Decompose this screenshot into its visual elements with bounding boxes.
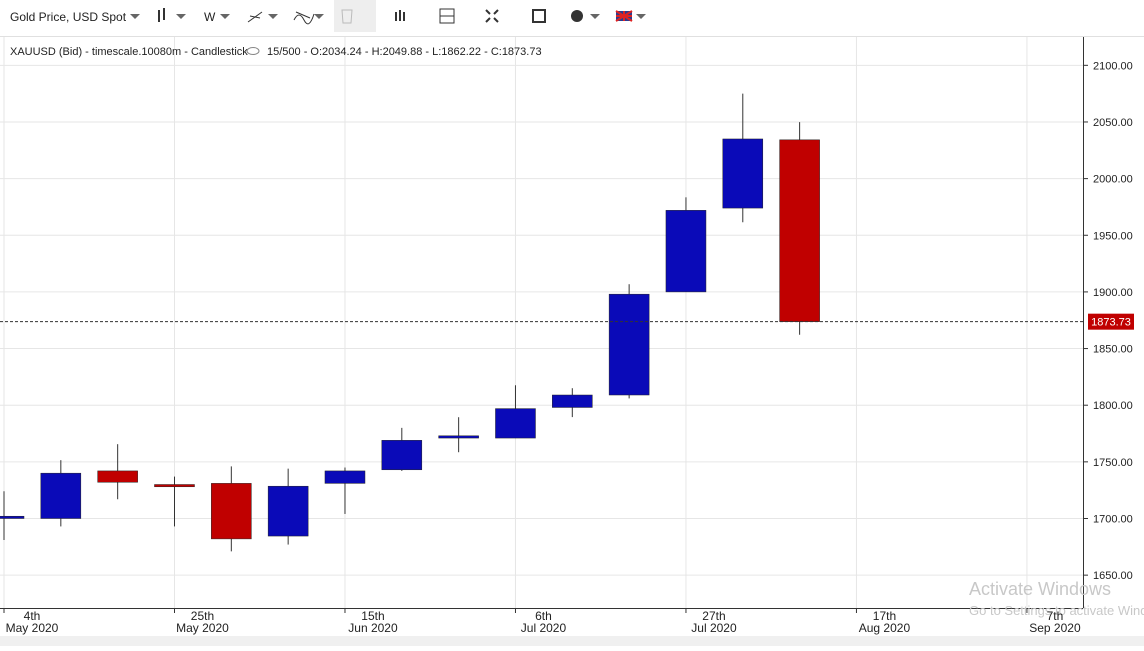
visibility-icon[interactable] [246,47,260,55]
trash-icon [341,9,353,24]
watermark-title: Activate Windows [969,579,1111,599]
last-price-label: 1873.73 [1091,317,1131,329]
grid [0,37,1083,608]
x-tick-label: Jul 2020 [691,621,737,635]
watermark-text: Go to Settings to activate Windows. [969,603,1144,618]
language-button[interactable] [615,10,646,22]
y-tick-label: 1900.00 [1093,287,1133,299]
fit-button[interactable] [532,9,546,23]
dropdown-icon [130,14,140,19]
series-info: XAUUSD (Bid) - timescale.10080m - Candle… [10,46,248,58]
fullscreen-button[interactable] [485,9,499,23]
x-tick-label: 15th [361,609,384,623]
y-tick-label: 1950.00 [1093,230,1133,242]
x-tick-label: Jun 2020 [348,621,398,635]
y-tick-label: 1800.00 [1093,400,1133,412]
ohlc-info: 15/500 - O:2034.24 - H:2049.88 - L:1862.… [267,46,542,58]
x-tick-label: Jul 2020 [521,621,567,635]
interval-button[interactable]: W [204,10,216,24]
x-tick-label: 4th [24,609,41,623]
candle-body [267,485,309,537]
x-tick-label: May 2020 [6,621,59,635]
y-tick-label: 1650.00 [1093,570,1133,582]
y-tick-label: 2100.00 [1093,60,1133,72]
candle-body [381,440,423,471]
x-tick-label: 17th [873,609,896,623]
x-tick-label: Aug 2020 [859,621,911,635]
candle-body [722,138,764,209]
symbol-button[interactable]: Gold Price, USD Spot [10,10,127,24]
indicator-button[interactable] [293,11,324,25]
x-tick-label: Sep 2020 [1029,621,1081,635]
candle-body [211,483,252,540]
theme-button[interactable] [571,10,600,22]
x-tick-label: 27th [702,609,725,623]
candle-body [154,484,195,488]
candles [0,93,820,552]
candle-body [552,394,593,408]
bars-button[interactable] [395,10,405,21]
candle-body [495,408,536,439]
dropdown-icon [220,14,230,19]
y-tick-label: 1750.00 [1093,457,1133,469]
x-tick-label: 25th [191,609,214,623]
bottom-strip [0,636,1144,646]
candle-body [40,472,82,519]
candle-body [438,435,479,439]
trash-button[interactable] [334,0,376,32]
y-tick-label: 1850.00 [1093,344,1133,356]
y-tick-label: 2050.00 [1093,117,1133,129]
candle-body [608,293,650,396]
candle-body [324,470,366,484]
y-tick-label: 1700.00 [1093,513,1133,525]
drawing-button[interactable] [247,11,278,23]
chart-type-button[interactable] [158,8,186,22]
x-tick-label: 7th [1047,609,1064,623]
candle-body [665,210,707,293]
x-tick-label: May 2020 [176,621,229,635]
x-tick-label: 6th [535,609,552,623]
last-price-tag [1088,313,1134,330]
layout-button[interactable] [439,8,455,24]
candle-body [97,470,138,483]
candle-body [0,515,25,519]
candle-body [779,139,820,322]
y-tick-label: 2000.00 [1093,174,1133,186]
